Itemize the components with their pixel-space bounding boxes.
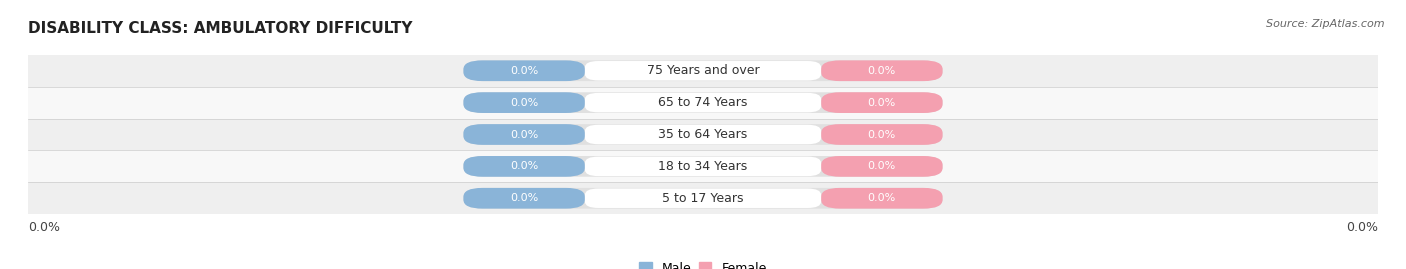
FancyBboxPatch shape bbox=[464, 188, 942, 209]
FancyBboxPatch shape bbox=[585, 93, 821, 112]
FancyBboxPatch shape bbox=[464, 156, 942, 177]
Text: DISABILITY CLASS: AMBULATORY DIFFICULTY: DISABILITY CLASS: AMBULATORY DIFFICULTY bbox=[28, 21, 412, 36]
FancyBboxPatch shape bbox=[585, 125, 821, 144]
Bar bbox=[28, 182, 1378, 214]
FancyBboxPatch shape bbox=[464, 124, 942, 145]
Text: 0.0%: 0.0% bbox=[868, 193, 896, 203]
Text: 0.0%: 0.0% bbox=[1346, 221, 1378, 234]
FancyBboxPatch shape bbox=[821, 60, 942, 81]
FancyBboxPatch shape bbox=[585, 61, 821, 80]
Text: 0.0%: 0.0% bbox=[510, 66, 538, 76]
FancyBboxPatch shape bbox=[464, 92, 585, 113]
FancyBboxPatch shape bbox=[464, 92, 942, 113]
Text: 0.0%: 0.0% bbox=[28, 221, 60, 234]
Bar bbox=[28, 87, 1378, 119]
Bar bbox=[28, 119, 1378, 150]
FancyBboxPatch shape bbox=[821, 92, 942, 113]
Text: 65 to 74 Years: 65 to 74 Years bbox=[658, 96, 748, 109]
Text: 0.0%: 0.0% bbox=[510, 98, 538, 108]
FancyBboxPatch shape bbox=[821, 124, 942, 145]
Text: 0.0%: 0.0% bbox=[868, 66, 896, 76]
Text: 18 to 34 Years: 18 to 34 Years bbox=[658, 160, 748, 173]
Bar bbox=[28, 150, 1378, 182]
Text: 0.0%: 0.0% bbox=[868, 98, 896, 108]
Text: 5 to 17 Years: 5 to 17 Years bbox=[662, 192, 744, 205]
FancyBboxPatch shape bbox=[585, 189, 821, 208]
FancyBboxPatch shape bbox=[464, 156, 585, 177]
FancyBboxPatch shape bbox=[464, 124, 585, 145]
Text: 0.0%: 0.0% bbox=[510, 129, 538, 140]
Text: 0.0%: 0.0% bbox=[868, 161, 896, 171]
Text: 0.0%: 0.0% bbox=[510, 161, 538, 171]
Text: 0.0%: 0.0% bbox=[868, 129, 896, 140]
Text: 0.0%: 0.0% bbox=[510, 193, 538, 203]
Text: 75 Years and over: 75 Years and over bbox=[647, 64, 759, 77]
FancyBboxPatch shape bbox=[821, 188, 942, 209]
Text: 35 to 64 Years: 35 to 64 Years bbox=[658, 128, 748, 141]
FancyBboxPatch shape bbox=[464, 188, 585, 209]
FancyBboxPatch shape bbox=[464, 60, 585, 81]
Text: Source: ZipAtlas.com: Source: ZipAtlas.com bbox=[1267, 19, 1385, 29]
FancyBboxPatch shape bbox=[464, 60, 942, 81]
FancyBboxPatch shape bbox=[585, 157, 821, 176]
Bar bbox=[28, 55, 1378, 87]
Legend: Male, Female: Male, Female bbox=[634, 257, 772, 269]
FancyBboxPatch shape bbox=[821, 156, 942, 177]
